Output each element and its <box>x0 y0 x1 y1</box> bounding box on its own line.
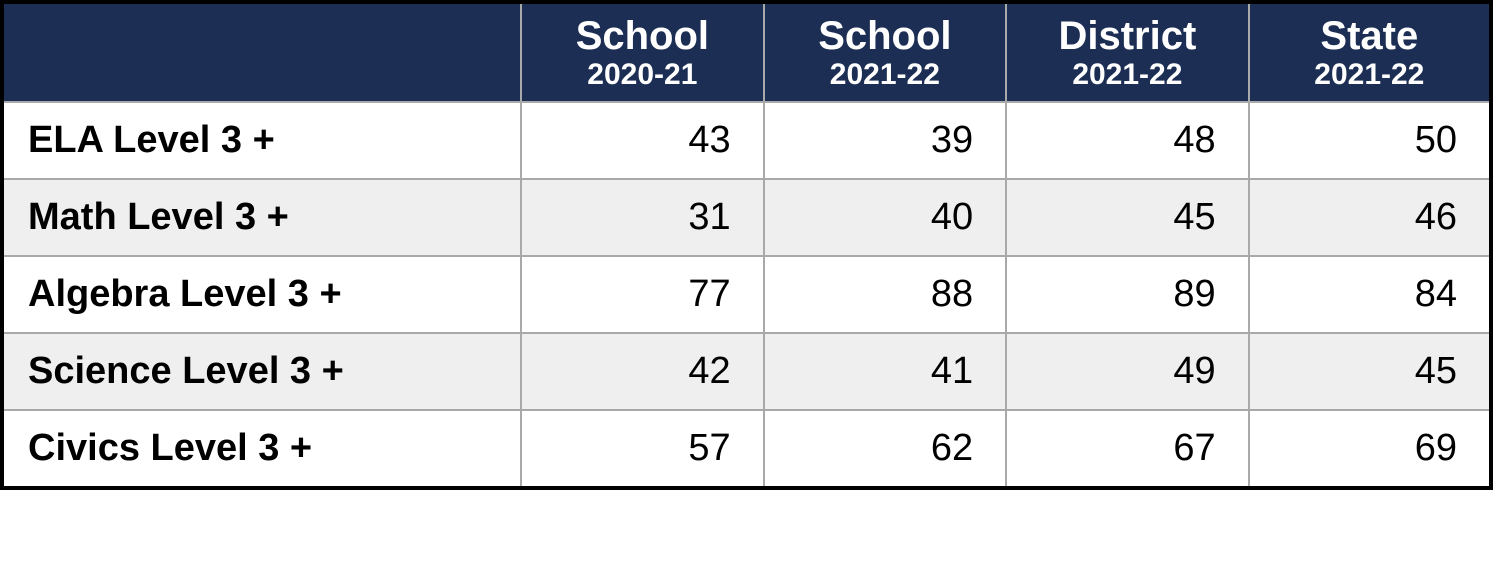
table-row: Science Level 3 + 42 41 49 45 <box>2 333 1491 410</box>
cell: 67 <box>1006 410 1249 488</box>
row-label: Math Level 3 + <box>2 179 521 256</box>
cell: 43 <box>521 102 764 179</box>
cell: 39 <box>764 102 1007 179</box>
cell: 45 <box>1249 333 1491 410</box>
cell: 77 <box>521 256 764 333</box>
cell: 46 <box>1249 179 1491 256</box>
header-col-1: School 2020-21 <box>521 2 764 102</box>
performance-table: School 2020-21 School 2021-22 District 2… <box>0 0 1493 490</box>
table-row: ELA Level 3 + 43 39 48 50 <box>2 102 1491 179</box>
cell: 49 <box>1006 333 1249 410</box>
cell: 48 <box>1006 102 1249 179</box>
cell: 57 <box>521 410 764 488</box>
header-col-3: District 2021-22 <box>1006 2 1249 102</box>
table-row: Civics Level 3 + 57 62 67 69 <box>2 410 1491 488</box>
cell: 88 <box>764 256 1007 333</box>
cell: 31 <box>521 179 764 256</box>
cell: 40 <box>764 179 1007 256</box>
row-label: Civics Level 3 + <box>2 410 521 488</box>
header-col-3-year: 2021-22 <box>1015 58 1240 91</box>
cell: 69 <box>1249 410 1491 488</box>
row-label: Science Level 3 + <box>2 333 521 410</box>
cell: 84 <box>1249 256 1491 333</box>
cell: 89 <box>1006 256 1249 333</box>
header-col-1-year: 2020-21 <box>530 58 755 91</box>
header-col-4: State 2021-22 <box>1249 2 1491 102</box>
cell: 62 <box>764 410 1007 488</box>
cell: 50 <box>1249 102 1491 179</box>
cell: 42 <box>521 333 764 410</box>
cell: 45 <box>1006 179 1249 256</box>
table-row: Algebra Level 3 + 77 88 89 84 <box>2 256 1491 333</box>
table-row: Math Level 3 + 31 40 45 46 <box>2 179 1491 256</box>
header-col-2: School 2021-22 <box>764 2 1007 102</box>
header-col-1-title: School <box>530 14 755 58</box>
header-col-2-year: 2021-22 <box>773 58 998 91</box>
header-blank <box>2 2 521 102</box>
table-body: ELA Level 3 + 43 39 48 50 Math Level 3 +… <box>2 102 1491 488</box>
table-header: School 2020-21 School 2021-22 District 2… <box>2 2 1491 102</box>
header-col-2-title: School <box>773 14 998 58</box>
header-col-4-title: State <box>1258 14 1481 58</box>
row-label: ELA Level 3 + <box>2 102 521 179</box>
header-col-3-title: District <box>1015 14 1240 58</box>
row-label: Algebra Level 3 + <box>2 256 521 333</box>
cell: 41 <box>764 333 1007 410</box>
header-col-4-year: 2021-22 <box>1258 58 1481 91</box>
